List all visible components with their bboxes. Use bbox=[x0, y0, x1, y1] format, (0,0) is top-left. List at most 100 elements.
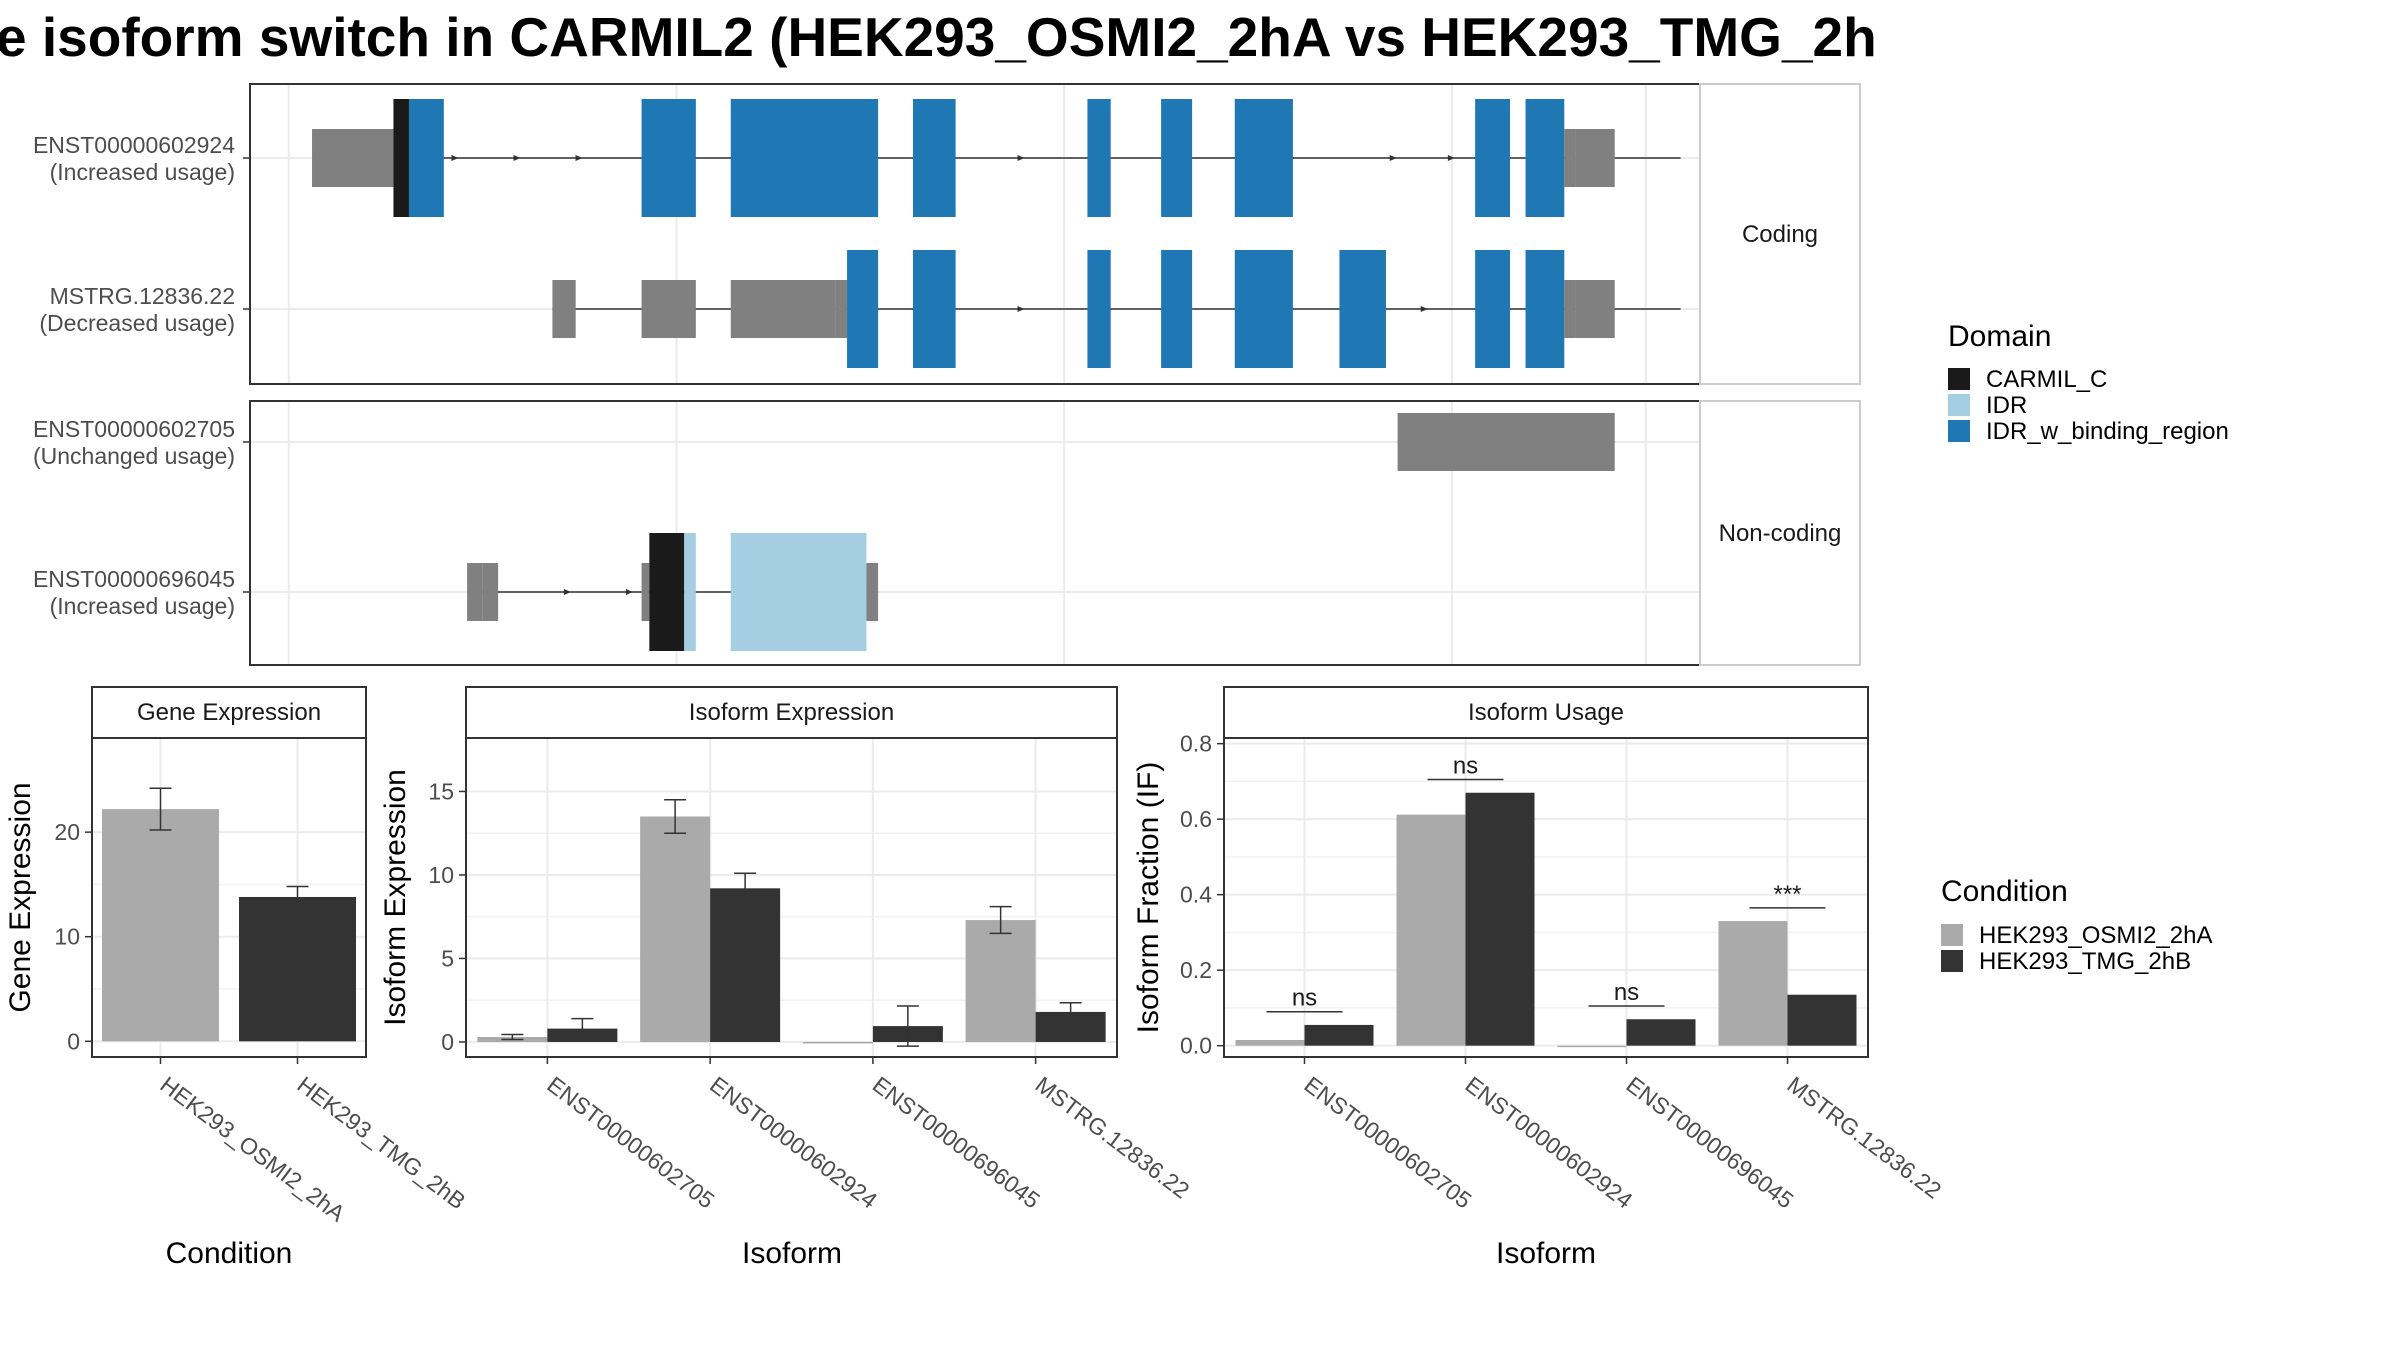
legend-label: CARMIL_C bbox=[1986, 366, 2107, 393]
bar bbox=[1304, 1024, 1374, 1046]
x-axis-title: Condition bbox=[166, 1237, 293, 1270]
domain-exon bbox=[1087, 250, 1111, 368]
y-tick-label: 0.0 bbox=[1180, 1033, 1212, 1059]
facet-strip-label: Non-coding bbox=[1719, 520, 1842, 547]
y-tick-label: 10 bbox=[428, 862, 454, 888]
strand-arrow bbox=[575, 155, 583, 161]
bar bbox=[640, 816, 711, 1042]
bar bbox=[802, 1041, 873, 1044]
y-axis-title: Gene Expression bbox=[4, 782, 37, 1012]
error-bar bbox=[501, 1033, 524, 1041]
bar bbox=[1718, 921, 1788, 1046]
isoform-track: ENST00000696045(Increased usage) bbox=[33, 533, 879, 651]
significance-label: *** bbox=[1773, 881, 1801, 908]
domain-exon bbox=[1234, 99, 1293, 217]
legend-title: Domain bbox=[1948, 320, 2051, 353]
utr-exon bbox=[1564, 129, 1576, 187]
strand-arrow bbox=[451, 155, 459, 161]
error-bar bbox=[664, 799, 687, 834]
strand-arrow bbox=[1017, 155, 1025, 161]
isoform-label: ENST00000602705 bbox=[33, 416, 235, 442]
y-axis-title: Isoform Fraction (IF) bbox=[1132, 762, 1165, 1034]
utr-exon bbox=[482, 563, 499, 621]
utr-exon bbox=[641, 563, 650, 621]
legend-key bbox=[1948, 368, 1970, 390]
bar bbox=[1557, 1045, 1627, 1048]
panel-strip bbox=[1223, 686, 1869, 739]
bar bbox=[102, 809, 219, 1042]
y-tick-label: 0 bbox=[441, 1029, 454, 1055]
y-axis-title: Isoform Expression bbox=[379, 769, 412, 1026]
legend-label: HEK293_OSMI2_2hA bbox=[1979, 922, 2212, 949]
y-tick-label: 0.6 bbox=[1180, 806, 1212, 832]
domain-exon bbox=[1525, 250, 1565, 368]
significance-label: ns bbox=[1614, 979, 1639, 1006]
utr-exon bbox=[835, 280, 848, 338]
structure-facet: ENST00000602924(Increased usage) MSTRG.12… bbox=[33, 83, 1861, 385]
legend-key bbox=[1948, 394, 1970, 416]
utr-exon bbox=[1575, 280, 1615, 338]
domain-exon bbox=[1339, 250, 1386, 368]
isoform-label: ENST00000602924 bbox=[33, 132, 235, 158]
isoform-label: ENST00000696045 bbox=[33, 566, 235, 592]
y-tick-label: 0.4 bbox=[1180, 882, 1212, 908]
figure-title: e isoform switch in CARMIL2 (HEK293_OSMI… bbox=[0, 6, 1877, 68]
error-bar bbox=[1059, 1001, 1082, 1022]
domain-exon bbox=[1475, 250, 1511, 368]
bar bbox=[710, 888, 781, 1042]
significance-label: ns bbox=[1292, 985, 1317, 1012]
transcript-structure-panel: ENST00000602924(Increased usage) MSTRG.12… bbox=[33, 83, 1861, 666]
domain-exon bbox=[1161, 250, 1193, 368]
domain-exon bbox=[1525, 99, 1565, 217]
isoform-track: ENST00000602924(Increased usage) bbox=[33, 99, 1681, 217]
panel-strip-title: Isoform Usage bbox=[1468, 699, 1624, 726]
bar-panel: Isoform Expression051015ENST00000602705E… bbox=[379, 686, 1194, 1270]
legend-label: IDR bbox=[1986, 392, 2027, 419]
y-tick-label: 10 bbox=[54, 924, 80, 950]
facet-panel-bg bbox=[250, 84, 1700, 384]
legend-key bbox=[1941, 924, 1963, 946]
legend-title: Condition bbox=[1941, 875, 2068, 908]
error-bar bbox=[571, 1017, 594, 1040]
utr-exon bbox=[1564, 280, 1576, 338]
legend-label: IDR_w_binding_region bbox=[1986, 418, 2229, 445]
domain-exon bbox=[641, 99, 696, 217]
structure-facet: ENST00000602705(Unchanged usage) ENST0000… bbox=[33, 400, 1861, 666]
isoform-usage-label: (Increased usage) bbox=[50, 159, 235, 185]
domain-exon bbox=[730, 533, 867, 651]
y-tick-label: 5 bbox=[441, 945, 454, 971]
utr-exon bbox=[641, 280, 696, 338]
bar bbox=[1235, 1040, 1305, 1046]
domain-exon bbox=[1087, 99, 1111, 217]
strand-arrow bbox=[513, 155, 521, 161]
y-tick-label: 15 bbox=[428, 778, 454, 804]
isoform-usage-label: (Unchanged usage) bbox=[33, 443, 235, 469]
error-bar bbox=[149, 787, 172, 831]
utr-exon bbox=[1397, 413, 1530, 471]
strand-arrow bbox=[1447, 155, 1455, 161]
bar bbox=[1626, 1019, 1696, 1046]
bar bbox=[239, 896, 356, 1042]
utr-exon bbox=[312, 129, 394, 187]
bar bbox=[965, 920, 1036, 1042]
panel-strip bbox=[465, 686, 1118, 739]
bar bbox=[1465, 792, 1535, 1046]
legend-key bbox=[1941, 950, 1963, 972]
utr-exon bbox=[1575, 129, 1615, 187]
y-tick-label: 0.2 bbox=[1180, 957, 1212, 983]
strand-arrow bbox=[1389, 155, 1397, 161]
utr-exon bbox=[1525, 413, 1615, 471]
isoform-track: MSTRG.12836.22(Decreased usage) bbox=[39, 250, 1681, 368]
domain-exon bbox=[1161, 99, 1193, 217]
utr-exon bbox=[866, 563, 879, 621]
strand-arrow bbox=[1017, 306, 1025, 312]
facet-strip bbox=[1699, 400, 1861, 666]
panel-strip-title: Gene Expression bbox=[137, 699, 321, 726]
strand-arrow bbox=[563, 589, 571, 595]
isoform-label: MSTRG.12836.22 bbox=[50, 283, 235, 309]
legend-label: HEK293_TMG_2hB bbox=[1979, 948, 2191, 975]
error-bar bbox=[286, 885, 309, 909]
bar bbox=[1396, 814, 1466, 1046]
